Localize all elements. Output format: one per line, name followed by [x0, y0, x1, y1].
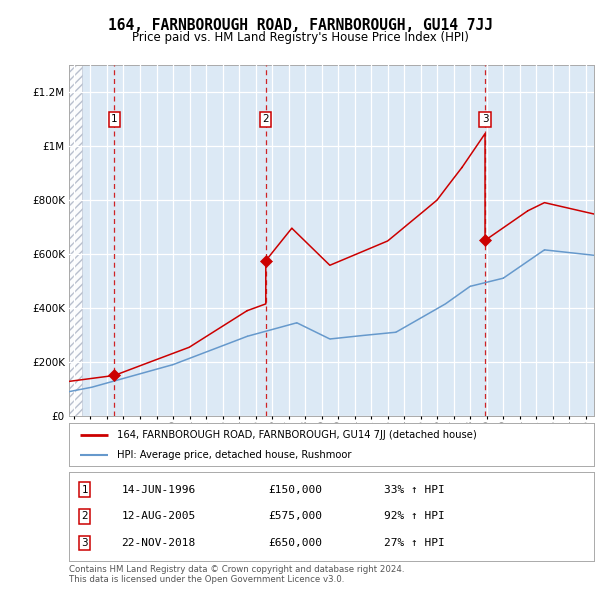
Text: 22-NOV-2018: 22-NOV-2018: [121, 538, 196, 548]
Text: 14-JUN-1996: 14-JUN-1996: [121, 485, 196, 494]
Text: 164, FARNBOROUGH ROAD, FARNBOROUGH, GU14 7JJ (detached house): 164, FARNBOROUGH ROAD, FARNBOROUGH, GU14…: [118, 430, 477, 440]
Text: 164, FARNBOROUGH ROAD, FARNBOROUGH, GU14 7JJ: 164, FARNBOROUGH ROAD, FARNBOROUGH, GU14…: [107, 18, 493, 32]
Text: 2: 2: [82, 512, 88, 521]
Text: 1: 1: [82, 485, 88, 494]
Text: 3: 3: [82, 538, 88, 548]
Text: £650,000: £650,000: [269, 538, 323, 548]
Text: Contains HM Land Registry data © Crown copyright and database right 2024.
This d: Contains HM Land Registry data © Crown c…: [69, 565, 404, 584]
Text: 33% ↑ HPI: 33% ↑ HPI: [384, 485, 445, 494]
Text: 2: 2: [262, 114, 269, 124]
Text: £150,000: £150,000: [269, 485, 323, 494]
Text: HPI: Average price, detached house, Rushmoor: HPI: Average price, detached house, Rush…: [118, 450, 352, 460]
Text: £575,000: £575,000: [269, 512, 323, 521]
Text: 92% ↑ HPI: 92% ↑ HPI: [384, 512, 445, 521]
Text: 1: 1: [111, 114, 118, 124]
Text: 27% ↑ HPI: 27% ↑ HPI: [384, 538, 445, 548]
Bar: [69, 65, 82, 416]
Text: Price paid vs. HM Land Registry's House Price Index (HPI): Price paid vs. HM Land Registry's House …: [131, 31, 469, 44]
Text: 3: 3: [482, 114, 488, 124]
Text: 12-AUG-2005: 12-AUG-2005: [121, 512, 196, 521]
